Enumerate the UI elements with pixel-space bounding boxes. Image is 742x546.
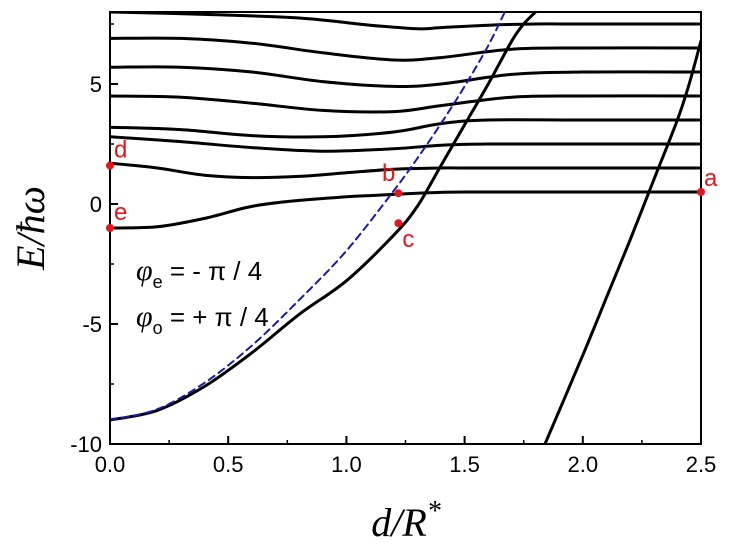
series-layer — [110, 12, 701, 444]
marker-label-d: d — [114, 137, 127, 164]
series-line-5 — [110, 118, 701, 139]
series-line-10 — [543, 39, 701, 444]
points-layer: a b c d e — [106, 137, 718, 253]
phase-expression: = - π / 4 — [163, 256, 263, 286]
phase-annotations: φe = - π / 4φo = + π / 4 — [136, 254, 269, 338]
marker-point-c — [394, 219, 403, 228]
phase-symbol: φ — [136, 254, 153, 287]
x-tick-label: 1.5 — [449, 452, 480, 477]
dashed-series-line — [110, 12, 506, 421]
x-tick-label: 2.0 — [568, 452, 599, 477]
phase-annotation-2: φo = + π / 4 — [136, 300, 269, 338]
x-tick-label: 0.5 — [213, 452, 244, 477]
x-tick-label: 0.0 — [95, 452, 126, 477]
marker-point-a — [697, 188, 705, 196]
y-axis-title-text: E/ħω — [8, 186, 53, 271]
marker-label-c: c — [402, 226, 414, 253]
y-tick-label: -5 — [82, 312, 102, 337]
phase-symbol: φ — [136, 300, 153, 333]
x-axis-title-superscript: * — [427, 496, 441, 527]
marker-point-b — [394, 189, 403, 198]
phase-annotation-1: φe = - π / 4 — [136, 254, 262, 292]
x-tick-label: 2.5 — [686, 452, 717, 477]
phase-subscript: e — [153, 272, 163, 292]
marker-label-e: e — [114, 199, 127, 226]
marker-label-a: a — [704, 165, 718, 192]
phase-expression: = + π / 4 — [163, 302, 269, 332]
series-line-4 — [110, 135, 701, 153]
series-line-3 — [110, 161, 701, 180]
tick-labels: 0.0 0.5 1.0 1.5 2.0 2.5 -10 -5 0 5 — [70, 72, 716, 477]
series-line-9 — [110, 12, 701, 31]
y-tick-label: -10 — [70, 432, 102, 457]
series-line-2 — [110, 190, 701, 230]
x-axis-title-text: d/R — [371, 500, 427, 545]
marker-point-d — [106, 161, 114, 170]
series-line-7 — [110, 65, 701, 88]
series-line-6 — [110, 94, 701, 114]
phase-subscript: o — [153, 318, 163, 338]
series-line-8 — [110, 36, 701, 62]
y-axis-title: E/ħω — [8, 186, 53, 271]
y-tick-label: 5 — [90, 72, 102, 97]
marker-point-e — [106, 224, 114, 232]
series-line-1 — [110, 12, 538, 422]
x-axis-title: d/R* — [371, 496, 441, 545]
marker-label-b: b — [382, 160, 395, 187]
svg-text:d/R*: d/R* — [371, 496, 441, 545]
x-tick-label: 1.0 — [331, 452, 362, 477]
y-tick-label: 0 — [90, 192, 102, 217]
